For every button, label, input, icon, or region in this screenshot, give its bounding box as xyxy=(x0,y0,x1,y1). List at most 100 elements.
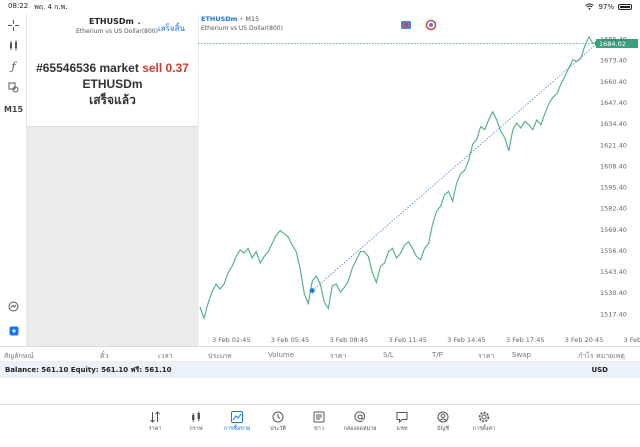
time-axis-label: 3 Feb 05:45 xyxy=(271,336,310,344)
col-time[interactable]: เวลา xyxy=(158,352,173,360)
bottom-tab-bar: ราคา กราฟ การซื้อขาย ประวัติ ข่าว กล่องจ… xyxy=(0,404,640,447)
chart-header-icon-2[interactable] xyxy=(425,19,437,31)
current-price-label: 1684.02 xyxy=(599,40,626,48)
panel-symbol-subtitle: Etherium vs US Dollar(800) xyxy=(76,28,158,35)
crosshair-icon[interactable] xyxy=(0,16,27,34)
price-axis-label: 1634.40 xyxy=(600,120,627,128)
battery-percent: 97% xyxy=(598,3,614,11)
order-message: #65546536 market sell 0.37 ETHUSDm เสร็จ… xyxy=(27,60,198,108)
tab-news[interactable]: ข่าว xyxy=(299,411,339,433)
col-comment[interactable]: หมายเหตุ xyxy=(596,352,625,360)
mailbox-icon xyxy=(354,411,366,422)
zoom-icon[interactable] xyxy=(0,297,27,315)
timeframe-button[interactable]: M15 xyxy=(3,104,24,114)
price-axis-label: 1660.40 xyxy=(600,78,627,86)
top-price-label: 1686.40 xyxy=(600,36,627,44)
price-axis-label: 1673.40 xyxy=(600,57,627,65)
entry-marker xyxy=(309,287,316,294)
col-symbol[interactable]: สัญลักษณ์ xyxy=(4,352,34,360)
battery-icon xyxy=(618,4,632,10)
tab-label: กราฟ xyxy=(189,426,203,432)
tab-history[interactable]: ประวัติ xyxy=(258,411,298,433)
col-volume[interactable]: Volume xyxy=(268,351,295,359)
chart-header-icon-1[interactable] xyxy=(401,21,411,29)
balance-currency: USD xyxy=(591,366,608,374)
price-axis-label: 1621.40 xyxy=(600,141,627,149)
tab-label: การซื้อขาย xyxy=(223,426,251,432)
col-price[interactable]: ราคา xyxy=(330,352,347,360)
time-axis-label: 3 Feb 11:45 xyxy=(388,336,427,344)
positions-table-header: สัญลักษณ์ ตั๋ว เวลา ประเภท Volume ราคา S… xyxy=(0,346,640,362)
indicator-icon[interactable] xyxy=(0,36,27,54)
status-time: 08:22 xyxy=(8,1,29,10)
one-click-trading-icon[interactable] xyxy=(0,322,27,340)
trade-icon xyxy=(231,411,243,423)
price-chart[interactable]: ETHUSDm • M15 Etherium vs US Dollar(800)… xyxy=(198,14,640,346)
price-axis-label: 1582.40 xyxy=(600,205,627,213)
time-axis-label: 3 Feb 17:45 xyxy=(506,336,545,344)
chart-timeframe: M15 xyxy=(245,15,259,23)
tab-settings[interactable]: การตั้งค่า xyxy=(464,411,504,433)
price-chart-svg[interactable]: ETHUSDm • M15 Etherium vs US Dollar(800)… xyxy=(198,14,640,346)
current-price-tag: 1684.02 xyxy=(596,38,638,48)
status-bar: 08:22 พฤ. 4 ก.พ. 97% xyxy=(0,0,640,14)
order-status: เสร็จแล้ว xyxy=(89,93,136,107)
col-ticket[interactable]: ตั๋ว xyxy=(100,352,109,360)
news-icon xyxy=(313,411,325,423)
function-icon[interactable]: ƒ xyxy=(11,59,16,73)
price-axis: 1673.40 1660.40 1647.40 1634.40 1621.40 1608.… xyxy=(600,57,627,319)
order-symbol: ETHUSDm xyxy=(82,77,143,91)
price-axis-label: 1569.40 xyxy=(600,226,627,234)
time-axis-label: 3 Feb 14:45 xyxy=(447,336,486,344)
chart-icon xyxy=(192,411,200,422)
order-side: sell 0.37 xyxy=(142,61,189,75)
tab-mailbox[interactable]: กล่องจดหมาย xyxy=(340,411,380,433)
tab-quotes[interactable]: ราคา xyxy=(135,411,175,433)
tab-chart[interactable]: กราฟ xyxy=(176,411,216,433)
price-axis-label: 1595.40 xyxy=(600,184,627,192)
price-axis-label: 1647.40 xyxy=(600,99,627,107)
tab-chat[interactable]: แชท xyxy=(382,411,422,433)
price-axis-label: 1608.40 xyxy=(600,162,627,170)
trade-connector-line xyxy=(312,43,598,291)
col-tp[interactable]: T/P xyxy=(432,351,443,359)
chart-subtitle: Etherium vs US Dollar(800) xyxy=(201,25,283,32)
col-price-current[interactable]: ราคา xyxy=(478,352,495,360)
price-axis-label: 1543.40 xyxy=(600,268,627,276)
settings-icon xyxy=(478,411,490,423)
chart-toolbar: ƒ M15 xyxy=(0,14,27,346)
price-series-line xyxy=(199,35,597,321)
order-ticket: #65546536 market xyxy=(36,61,139,75)
tab-label: การตั้งค่า xyxy=(472,426,496,432)
col-type[interactable]: ประเภท xyxy=(208,352,232,360)
order-result-header: ETHUSDm ⌄ Etherium vs US Dollar(800) เสร… xyxy=(27,14,198,127)
objects-icon[interactable] xyxy=(0,78,27,96)
tab-trade[interactable]: การซื้อขาย xyxy=(217,411,257,433)
tab-label: ประวัติ xyxy=(269,426,287,432)
svg-text:ETHUSDm • M15: ETHUSDm • M15 xyxy=(201,15,259,23)
tab-label: กล่องจดหมาย xyxy=(343,426,377,432)
col-profit[interactable]: กำไร xyxy=(578,352,594,360)
wifi-icon xyxy=(585,2,595,12)
time-axis: 3 Feb 02:45 3 Feb 05:45 3 Feb 08:45 3 Feb 1… xyxy=(212,336,640,344)
price-axis-label: 1530.40 xyxy=(600,289,627,297)
panel-symbol-selector[interactable]: ETHUSDm ⌄ xyxy=(89,17,142,26)
chevron-down-icon: ⌄ xyxy=(136,19,142,26)
col-swap[interactable]: Swap xyxy=(512,351,531,359)
balance-row: Balance: 561.10 Equity: 561.10 ฟรี: 561.… xyxy=(0,362,640,378)
time-axis-label: 3 Feb 20:45 xyxy=(565,336,604,344)
order-result-panel: ETHUSDm ⌄ Etherium vs US Dollar(800) เสร… xyxy=(27,14,198,346)
time-axis-label: 3 Feb 23:45 xyxy=(624,336,640,344)
time-axis-label: 3 Feb 02:45 xyxy=(212,336,251,344)
history-icon xyxy=(272,411,284,423)
panel-symbol-label: ETHUSDm xyxy=(89,17,134,26)
quotes-icon xyxy=(150,411,160,423)
status-date: พฤ. 4 ก.พ. xyxy=(34,2,68,11)
done-button[interactable]: เสร็จสิ้น xyxy=(158,24,185,33)
tab-account[interactable]: บัญชี xyxy=(423,411,463,433)
balance-text: Balance: 561.10 Equity: 561.10 ฟรี: 561.… xyxy=(5,365,172,374)
time-axis-label: 3 Feb 08:45 xyxy=(330,336,369,344)
col-sl[interactable]: S/L xyxy=(383,351,394,359)
tab-label: ข่าว xyxy=(314,426,324,432)
